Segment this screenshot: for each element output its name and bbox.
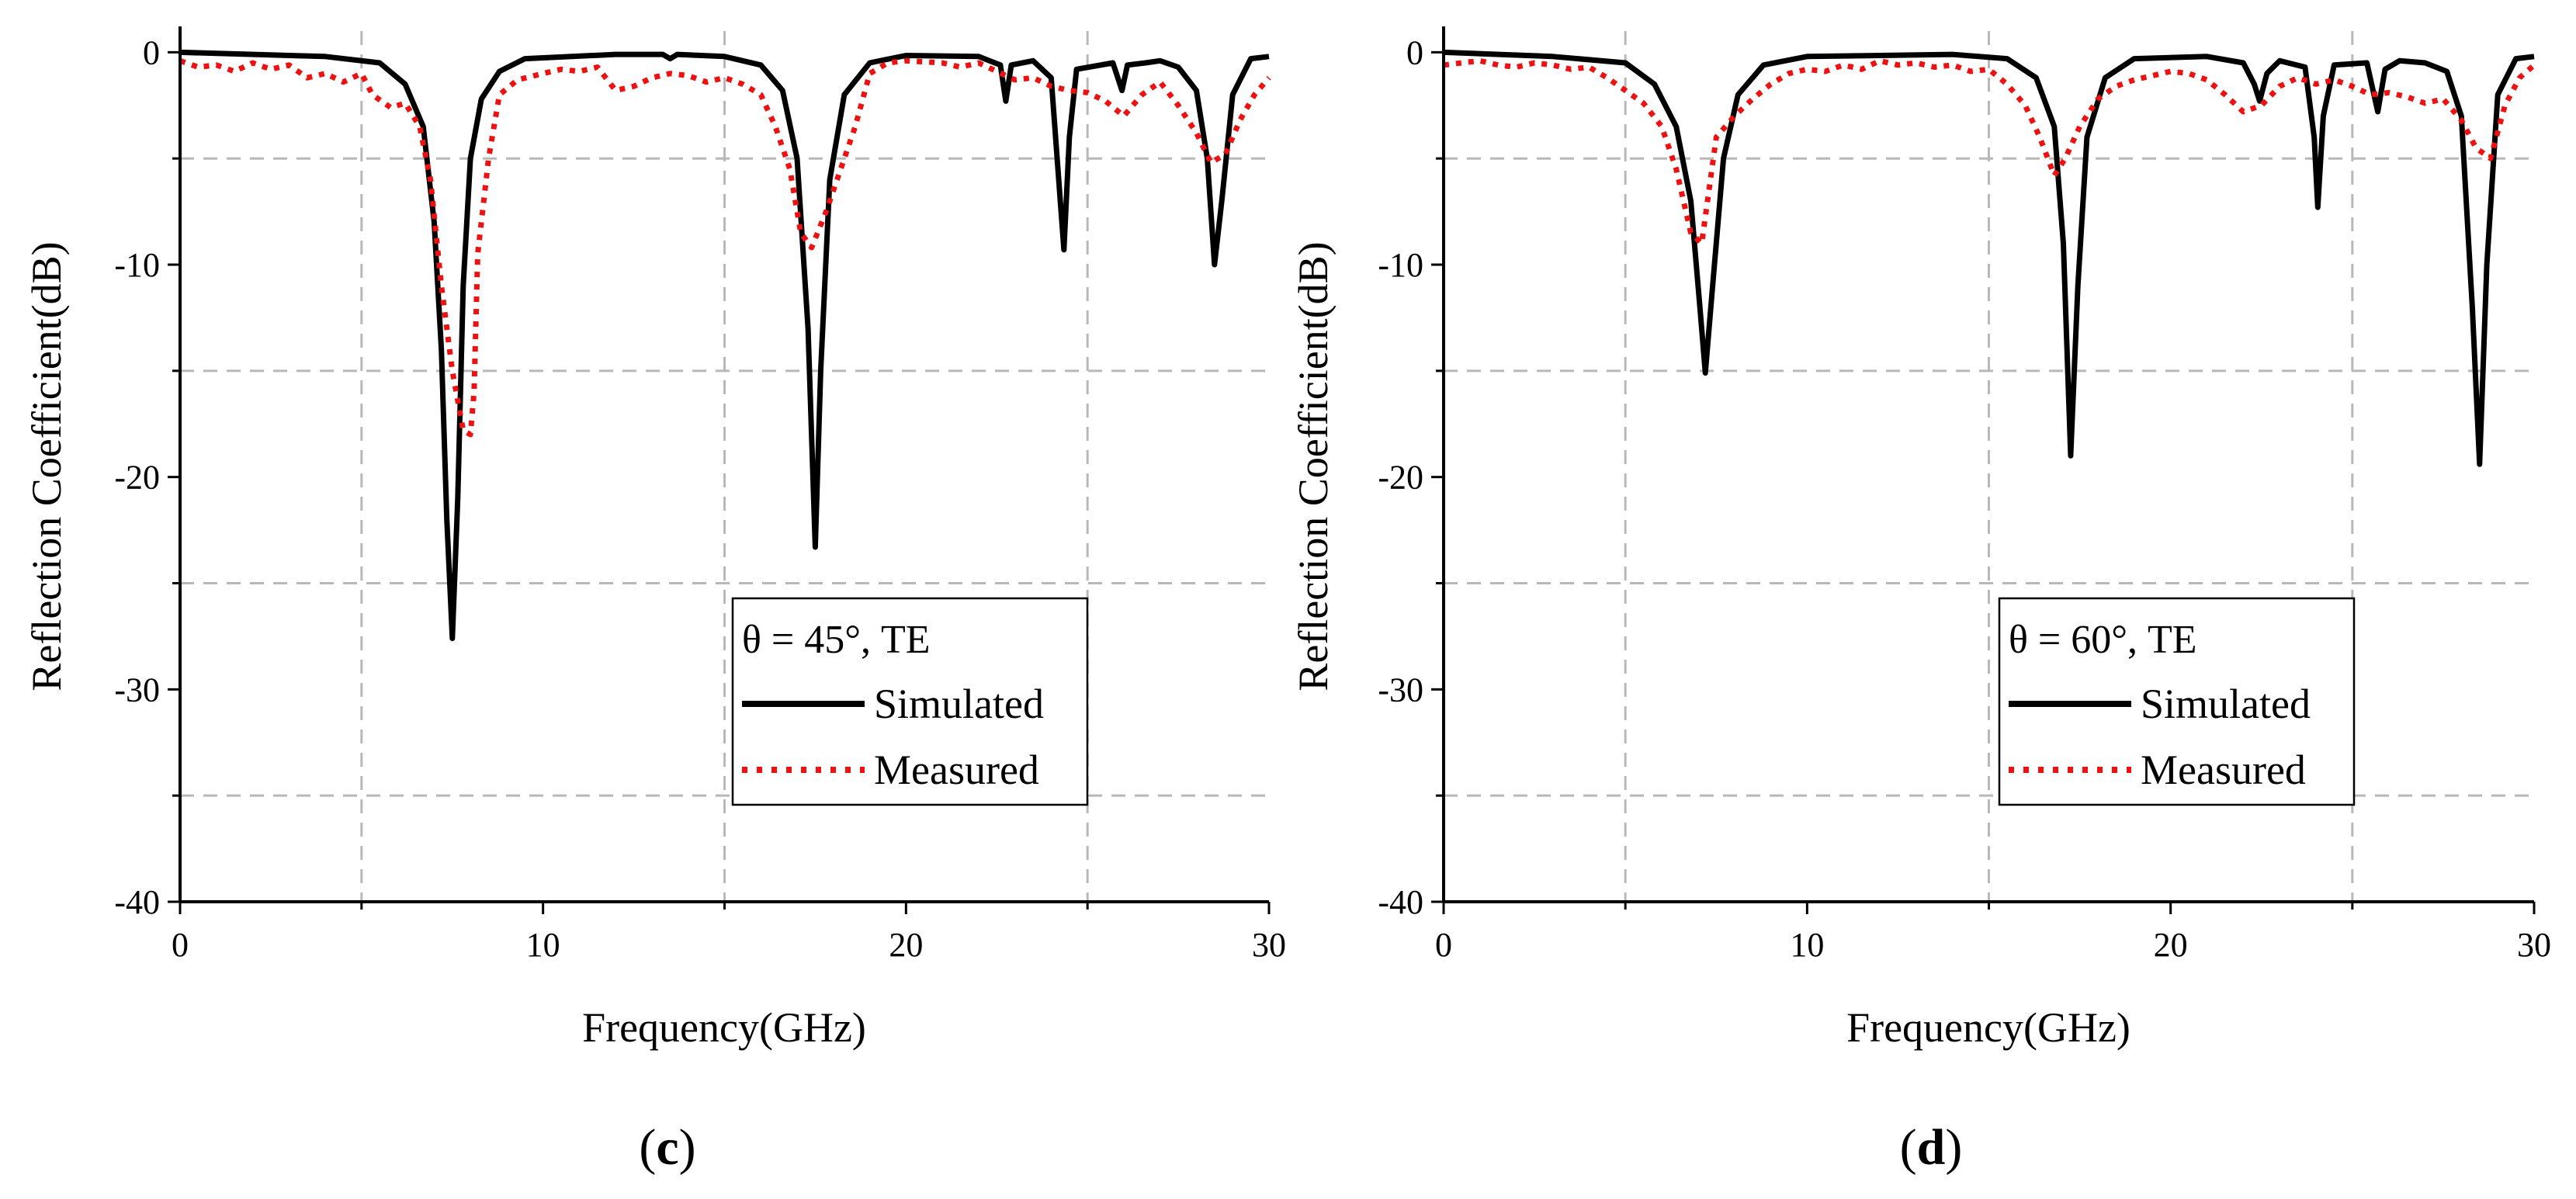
d-x-axis-title: Frequency(GHz) [1846, 1004, 2130, 1051]
d-y-tick-label: -10 [1378, 246, 1423, 284]
d-series-group [1443, 49, 2536, 467]
c-legend: θ = 45°, TE Simulated Measured [731, 597, 1089, 806]
c-x-tick-label: 20 [889, 926, 923, 964]
d-panel-label: (d) [1900, 1119, 1963, 1176]
panel-c: 0 10 20 30 -40 -30 -20 -10 0 Frequency(GHz) Reflec… [23, 26, 1286, 1176]
d-y-tick-label: -20 [1378, 459, 1423, 497]
c-y-tick-label: -40 [114, 883, 160, 921]
d-legend: θ = 60°, TE Simulated Measured [1998, 597, 2356, 806]
c-y-tick-label: -20 [114, 459, 160, 497]
c-x-tick-label: 0 [172, 926, 189, 964]
d-legend-title: θ = 60°, TE [2009, 618, 2197, 662]
c-y-tick-label: -10 [114, 246, 160, 284]
d-legend-label-measured: Measured [2141, 747, 2306, 793]
c-grid [180, 31, 1269, 902]
c-legend-label-simulated: Simulated [874, 681, 1044, 727]
c-legend-title: θ = 45°, TE [742, 618, 931, 662]
d-series-simulated [1443, 49, 2535, 467]
d-axes: 0 10 20 30 -40 -30 -20 -10 0 [1378, 26, 2551, 964]
d-x-tick-label: 20 [2154, 926, 2188, 964]
c-x-axis-title: Frequency(GHz) [582, 1004, 866, 1051]
c-x-tick-label: 10 [526, 926, 560, 964]
d-x-tick-label: 0 [1435, 926, 1452, 964]
d-y-tick-label: 0 [1406, 33, 1423, 71]
c-x-tick-label: 30 [1252, 926, 1286, 964]
d-y-tick-label: -40 [1378, 883, 1423, 921]
c-series-simulated [179, 49, 1270, 642]
d-x-tick-label: 30 [2517, 926, 2551, 964]
c-axes: 0 10 20 30 -40 -30 -20 -10 0 [114, 26, 1286, 964]
d-x-tick-label: 10 [1790, 926, 1824, 964]
c-series-group [179, 49, 1271, 642]
c-series-measured [179, 57, 1271, 438]
c-y-tick-label: 0 [143, 33, 160, 71]
panel-d: 0 10 20 30 -40 -30 -20 -10 0 Frequency(GHz) Reflec… [1290, 26, 2551, 1176]
c-y-tick-label: -30 [114, 671, 160, 709]
d-grid [1444, 31, 2534, 902]
c-y-axis-title: Reflection Coefficient(dB) [23, 241, 70, 691]
d-y-axis-title: Reflection Coefficient(dB) [1290, 241, 1337, 691]
d-legend-label-simulated: Simulated [2141, 681, 2311, 727]
d-y-tick-label: -30 [1378, 671, 1423, 709]
c-legend-label-measured: Measured [874, 747, 1039, 793]
c-panel-label: (c) [639, 1119, 695, 1176]
